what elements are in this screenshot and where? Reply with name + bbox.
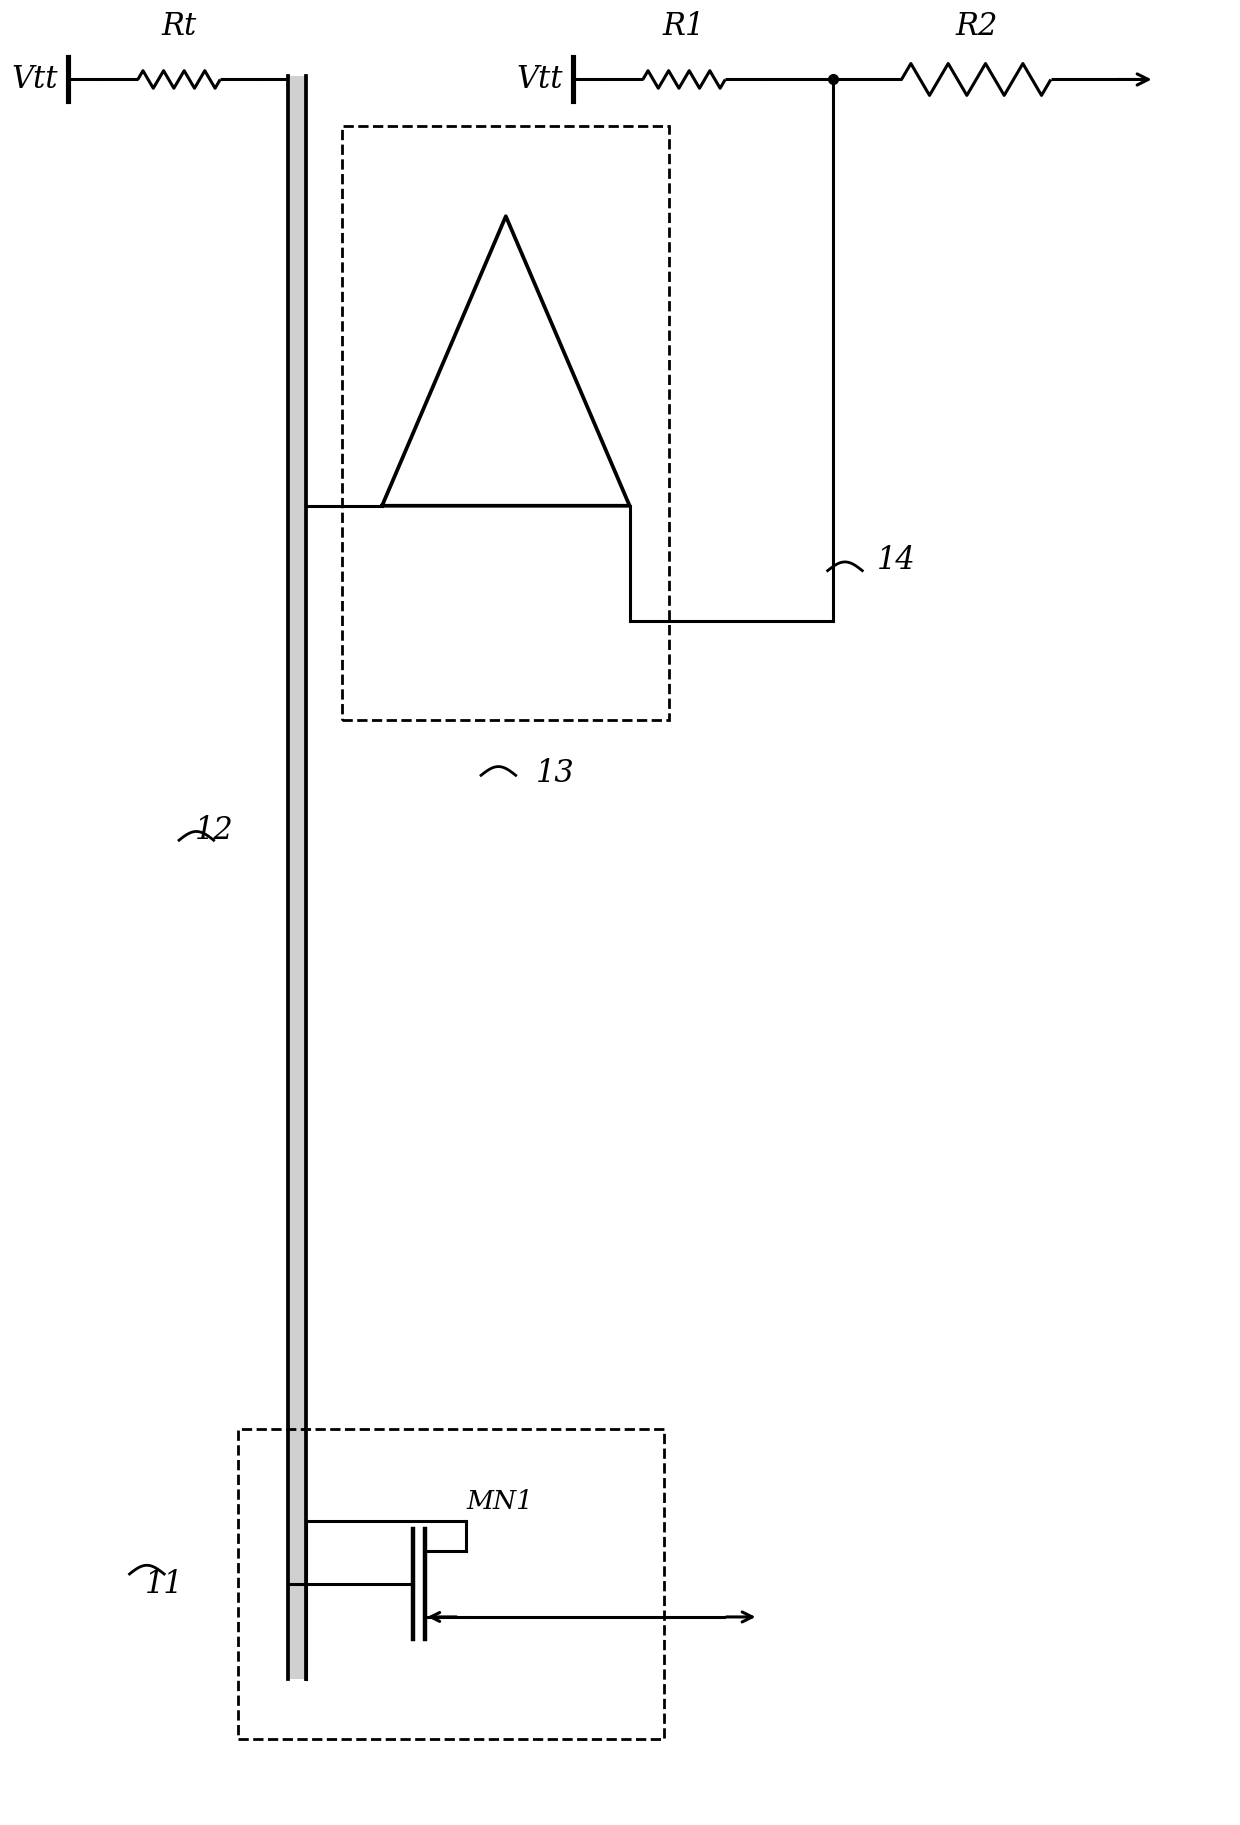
Bar bbox=[288, 77, 306, 1679]
Text: R2: R2 bbox=[955, 11, 997, 42]
Bar bbox=[238, 1429, 665, 1739]
Text: 13: 13 bbox=[536, 759, 574, 790]
Text: Vtt: Vtt bbox=[11, 64, 58, 95]
Text: Rt: Rt bbox=[161, 11, 197, 42]
Text: 12: 12 bbox=[195, 814, 233, 845]
Text: Vtt: Vtt bbox=[517, 64, 563, 95]
Text: 11: 11 bbox=[145, 1568, 184, 1599]
Bar bbox=[342, 126, 670, 721]
Text: R1: R1 bbox=[663, 11, 706, 42]
Text: MN1: MN1 bbox=[466, 1489, 533, 1515]
Text: 14: 14 bbox=[877, 546, 916, 577]
